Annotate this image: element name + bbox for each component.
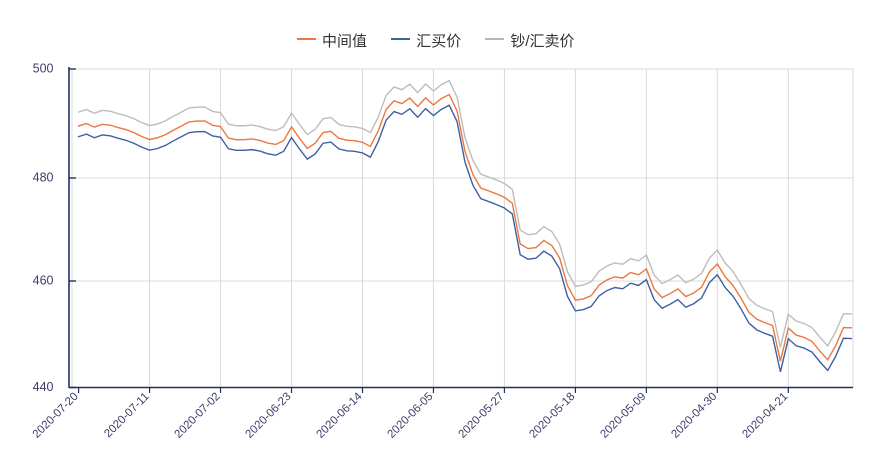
svg-text:2020-07-02: 2020-07-02	[173, 391, 223, 441]
svg-text:460: 460	[33, 274, 54, 288]
svg-text:480: 480	[33, 171, 54, 185]
svg-text:2020-05-27: 2020-05-27	[456, 391, 506, 441]
svg-text:500: 500	[33, 62, 54, 76]
svg-text:2020-07-20: 2020-07-20	[31, 391, 81, 441]
svg-text:2020-06-23: 2020-06-23	[244, 391, 294, 441]
svg-text:2020-05-09: 2020-05-09	[598, 391, 648, 441]
svg-text:2020-04-21: 2020-04-21	[740, 391, 790, 441]
svg-text:2020-04-30: 2020-04-30	[669, 391, 719, 441]
svg-text:2020-06-14: 2020-06-14	[315, 390, 366, 441]
svg-text:2020-06-05: 2020-06-05	[385, 391, 435, 441]
svg-text:2020-07-11: 2020-07-11	[102, 391, 151, 440]
svg-text:440: 440	[33, 380, 54, 394]
svg-text:2020-05-18: 2020-05-18	[527, 391, 577, 441]
